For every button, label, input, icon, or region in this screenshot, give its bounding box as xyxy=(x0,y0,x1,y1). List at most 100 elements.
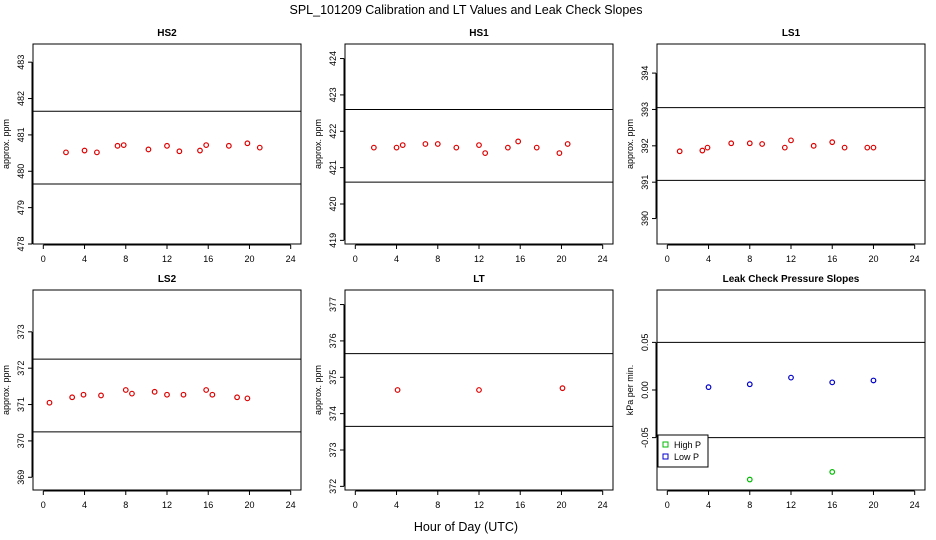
y-tick-label: 423 xyxy=(328,87,338,102)
x-tick-label: 4 xyxy=(394,500,399,510)
panel-ls1: LS1 approx. ppm 0 4 8 12 16 20 24 390 391 392 393 394 xyxy=(625,28,926,264)
x-tick-label: 0 xyxy=(665,254,670,264)
data-point xyxy=(453,144,460,151)
plot-frame xyxy=(656,289,926,491)
data-point xyxy=(559,385,566,392)
plot-frame xyxy=(344,289,614,491)
data-point xyxy=(704,144,711,151)
data-point xyxy=(515,138,522,145)
x-tick-label: 12 xyxy=(786,500,796,510)
data-point xyxy=(145,146,152,153)
x-tick-label: 16 xyxy=(827,500,837,510)
data-point xyxy=(556,150,563,156)
panel-hs1: HS1 approx. ppm 0 4 8 12 16 20 24 419 420 421 422 423… xyxy=(313,28,614,264)
data-point xyxy=(209,391,216,398)
data-point xyxy=(94,149,100,156)
x-tick-label: 0 xyxy=(353,500,358,510)
data-point xyxy=(841,144,848,151)
y-tick-label: 373 xyxy=(328,442,338,457)
y-tick-label: 481 xyxy=(16,127,26,142)
panel-title: LS2 xyxy=(158,274,177,285)
x-axis-label: Hour of Day (UTC) xyxy=(414,520,518,534)
x-tick-label: 4 xyxy=(706,500,711,510)
data-point xyxy=(98,392,104,399)
y-tick-label: 390 xyxy=(640,211,650,226)
y-tick-label: 377 xyxy=(328,297,338,312)
y-tick-label: 0.00 xyxy=(640,381,650,399)
data-point xyxy=(80,391,87,398)
data-point xyxy=(476,387,482,393)
x-tick-label: 16 xyxy=(827,254,837,264)
data-point xyxy=(746,381,753,388)
data-point xyxy=(829,469,836,475)
data-point xyxy=(476,142,482,148)
y-axis-label: kPa per min. xyxy=(625,365,635,416)
y-axis-label: approx. ppm xyxy=(1,365,11,415)
y-tick-label: 479 xyxy=(16,200,26,215)
x-tick-label: 20 xyxy=(556,500,566,510)
data-point xyxy=(203,387,210,393)
data-point xyxy=(203,142,210,148)
y-tick-label: 478 xyxy=(16,236,26,251)
y-tick-label: 393 xyxy=(640,102,650,117)
data-point xyxy=(244,140,251,147)
panel-hs2: HS2 approx. ppm 0 4 8 12 16 20 24 478 479 480 481 482… xyxy=(1,28,302,264)
x-tick-label: 12 xyxy=(786,254,796,264)
x-tick-label: 12 xyxy=(474,254,484,264)
x-tick-label: 0 xyxy=(41,254,46,264)
panel-leak-check-pressure-slopes: Leak Check Pressure Slopes kPa per min. 0 4… xyxy=(625,274,926,510)
data-point xyxy=(746,476,753,483)
x-tick-label: 0 xyxy=(665,500,670,510)
data-point xyxy=(164,391,170,398)
legend-marker xyxy=(662,441,669,448)
x-tick-label: 24 xyxy=(598,254,608,264)
y-tick-label: 480 xyxy=(16,164,26,179)
data-point xyxy=(46,399,53,406)
x-tick-label: 20 xyxy=(868,254,878,264)
y-tick-label: 369 xyxy=(16,470,26,485)
data-point xyxy=(399,142,406,148)
data-point xyxy=(120,142,127,148)
data-point xyxy=(870,377,877,384)
plot-frame xyxy=(32,43,302,245)
data-point xyxy=(114,142,121,149)
x-tick-label: 8 xyxy=(435,500,440,510)
x-tick-label: 8 xyxy=(747,500,752,510)
plot-frame xyxy=(32,289,302,491)
data-point xyxy=(122,387,129,393)
data-point xyxy=(728,140,735,147)
data-point xyxy=(870,144,877,151)
data-point xyxy=(63,149,69,156)
data-point xyxy=(759,141,766,147)
y-tick-label: 370 xyxy=(16,433,26,448)
data-point xyxy=(482,150,489,156)
legend-label: Low P xyxy=(674,452,699,462)
x-tick-label: 4 xyxy=(706,254,711,264)
x-tick-label: 24 xyxy=(910,500,920,510)
data-point xyxy=(810,142,817,149)
data-point xyxy=(864,144,871,151)
x-tick-label: 4 xyxy=(82,254,87,264)
y-axis-label: approx. ppm xyxy=(313,365,323,415)
x-tick-label: 0 xyxy=(41,500,46,510)
y-tick-label: 371 xyxy=(16,397,26,412)
x-tick-label: 12 xyxy=(474,500,484,510)
y-tick-label: 373 xyxy=(16,324,26,339)
data-point xyxy=(256,144,263,151)
y-tick-label: 419 xyxy=(328,233,338,248)
y-tick-label: 374 xyxy=(328,406,338,421)
y-tick-label: 0.05 xyxy=(640,334,650,352)
data-point xyxy=(393,144,400,151)
figure-title: SPL_101209 Calibration and LT Values and… xyxy=(289,3,642,17)
data-point xyxy=(533,144,540,151)
x-tick-label: 0 xyxy=(353,254,358,264)
legend-marker xyxy=(662,453,669,460)
panel-title: LT xyxy=(473,274,484,285)
data-point xyxy=(781,144,788,151)
data-point xyxy=(180,391,187,398)
data-point xyxy=(370,144,377,151)
data-point xyxy=(788,374,794,381)
panel-title: Leak Check Pressure Slopes xyxy=(723,274,860,285)
